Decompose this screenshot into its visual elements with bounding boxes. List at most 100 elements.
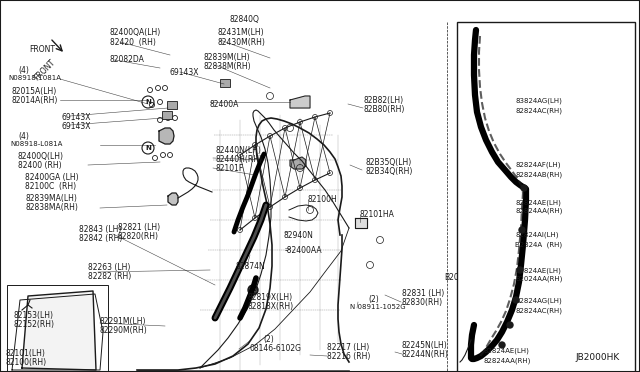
Text: 82824AE(LH): 82824AE(LH) <box>515 199 561 205</box>
Text: B2824A  (RH): B2824A (RH) <box>515 241 562 247</box>
Text: 82819X(LH): 82819X(LH) <box>248 293 293 302</box>
Circle shape <box>517 267 523 273</box>
Text: 82830(RH): 82830(RH) <box>402 298 443 307</box>
Text: 82244N(RH): 82244N(RH) <box>402 350 449 359</box>
Text: -82400AA: -82400AA <box>285 246 323 255</box>
Text: 82824AI(LH): 82824AI(LH) <box>515 232 559 238</box>
Text: 82082DA: 82082DA <box>110 55 145 64</box>
Text: 69143X: 69143X <box>170 68 200 77</box>
Polygon shape <box>355 218 367 228</box>
Text: 82839MA(LH): 82839MA(LH) <box>25 194 77 203</box>
Text: 82216 (RH): 82216 (RH) <box>327 352 371 361</box>
Text: 82100C  (RH): 82100C (RH) <box>25 182 76 191</box>
Bar <box>167 101 177 109</box>
Text: 82874N: 82874N <box>236 262 266 271</box>
Text: 82824AG(LH): 82824AG(LH) <box>515 298 562 305</box>
Text: 82431M(LH): 82431M(LH) <box>218 28 264 37</box>
Text: 82290M(RH): 82290M(RH) <box>100 326 148 335</box>
Polygon shape <box>168 193 178 205</box>
Text: 82263 (LH): 82263 (LH) <box>88 263 131 272</box>
Text: 82840Q: 82840Q <box>230 15 260 24</box>
Text: 82100(RH): 82100(RH) <box>5 358 46 367</box>
Text: 82400 (RH): 82400 (RH) <box>18 161 61 170</box>
Text: 69143X: 69143X <box>62 113 92 122</box>
Text: 82101F: 82101F <box>216 164 244 173</box>
Text: N: N <box>145 99 151 105</box>
Text: 82824AA(RH): 82824AA(RH) <box>515 208 563 215</box>
Text: 82101(LH): 82101(LH) <box>5 349 45 358</box>
Text: 82821 (LH): 82821 (LH) <box>118 223 160 232</box>
Polygon shape <box>290 96 310 108</box>
Text: (2): (2) <box>368 295 379 304</box>
Circle shape <box>250 287 256 293</box>
Text: 82245N(LH): 82245N(LH) <box>402 341 448 350</box>
Text: 82400GA (LH): 82400GA (LH) <box>25 173 79 182</box>
Text: 82843 (LH): 82843 (LH) <box>79 225 122 234</box>
Text: 82024AA(RH): 82024AA(RH) <box>515 276 563 282</box>
Text: 82824AC(RH): 82824AC(RH) <box>515 307 562 314</box>
Text: 82842 (RH): 82842 (RH) <box>79 234 122 243</box>
Polygon shape <box>22 291 96 370</box>
Text: 82440H(RH): 82440H(RH) <box>216 155 263 164</box>
Text: 82824AB(RH): 82824AB(RH) <box>515 171 562 177</box>
Polygon shape <box>290 157 306 169</box>
Text: B20B2D: B20B2D <box>444 273 474 282</box>
Circle shape <box>499 342 505 348</box>
Text: JB2000HK: JB2000HK <box>576 353 620 362</box>
Text: (4): (4) <box>18 66 29 75</box>
Text: 83824AG(LH): 83824AG(LH) <box>515 98 562 105</box>
Text: 82100H: 82100H <box>308 195 338 204</box>
Text: JB2000HK: JB2000HK <box>482 23 526 32</box>
Bar <box>162 111 172 119</box>
Text: 82824AE(LH): 82824AE(LH) <box>515 267 561 273</box>
Bar <box>457 22 635 372</box>
Polygon shape <box>12 294 103 370</box>
Text: 82B80(RH): 82B80(RH) <box>364 105 405 114</box>
Text: 82831 (LH): 82831 (LH) <box>402 289 444 298</box>
Text: 82430M(RH): 82430M(RH) <box>218 38 266 47</box>
Circle shape <box>513 297 519 303</box>
Circle shape <box>248 285 258 295</box>
Text: 82838MA(RH): 82838MA(RH) <box>25 203 78 212</box>
Text: 82824AC(RH): 82824AC(RH) <box>515 107 562 113</box>
Circle shape <box>519 227 525 233</box>
Text: 82B35Q(LH): 82B35Q(LH) <box>365 158 412 167</box>
Bar <box>220 79 230 87</box>
Text: 82014A(RH): 82014A(RH) <box>12 96 58 105</box>
Text: 82839M(LH): 82839M(LH) <box>204 53 251 62</box>
Text: 82824AA(RH): 82824AA(RH) <box>484 357 531 363</box>
Circle shape <box>507 322 513 328</box>
Text: 82153(LH): 82153(LH) <box>14 311 54 320</box>
Text: 69143X: 69143X <box>62 122 92 131</box>
Text: 82282 (RH): 82282 (RH) <box>88 272 131 281</box>
Text: 82824AF(LH): 82824AF(LH) <box>515 162 561 169</box>
Bar <box>7 285 108 372</box>
Text: 82440N(LH): 82440N(LH) <box>216 146 262 155</box>
Text: 08146-6102G: 08146-6102G <box>249 344 301 353</box>
Text: 82015A(LH): 82015A(LH) <box>12 87 57 96</box>
Text: FRONT: FRONT <box>29 45 55 54</box>
Text: 82400QA(LH): 82400QA(LH) <box>110 28 161 37</box>
Text: 82420  (RH): 82420 (RH) <box>110 38 156 47</box>
Text: N08918-1081A: N08918-1081A <box>8 75 61 81</box>
Text: 82818X(RH): 82818X(RH) <box>248 302 294 311</box>
Text: (4): (4) <box>18 132 29 141</box>
Text: 82217 (LH): 82217 (LH) <box>327 343 369 352</box>
Text: FRONT: FRONT <box>32 58 57 83</box>
Circle shape <box>521 185 527 191</box>
Text: 82940N: 82940N <box>283 231 313 240</box>
Polygon shape <box>159 128 174 144</box>
Text: 82400Q(LH): 82400Q(LH) <box>18 152 64 161</box>
Text: (2): (2) <box>263 335 274 344</box>
Text: 82838M(RH): 82838M(RH) <box>204 62 252 71</box>
Text: 82824AE(LH): 82824AE(LH) <box>484 348 530 355</box>
Text: N: N <box>145 145 151 151</box>
Text: 82291M(LH): 82291M(LH) <box>100 317 147 326</box>
Text: 82152(RH): 82152(RH) <box>14 320 55 329</box>
Text: 82B34Q(RH): 82B34Q(RH) <box>365 167 412 176</box>
Text: 82400A: 82400A <box>210 100 239 109</box>
Text: N08918-L081A: N08918-L081A <box>10 141 62 147</box>
Text: N 08911-1052G: N 08911-1052G <box>350 304 406 310</box>
Text: 82B82(LH): 82B82(LH) <box>364 96 404 105</box>
Text: 82101HA: 82101HA <box>360 210 395 219</box>
